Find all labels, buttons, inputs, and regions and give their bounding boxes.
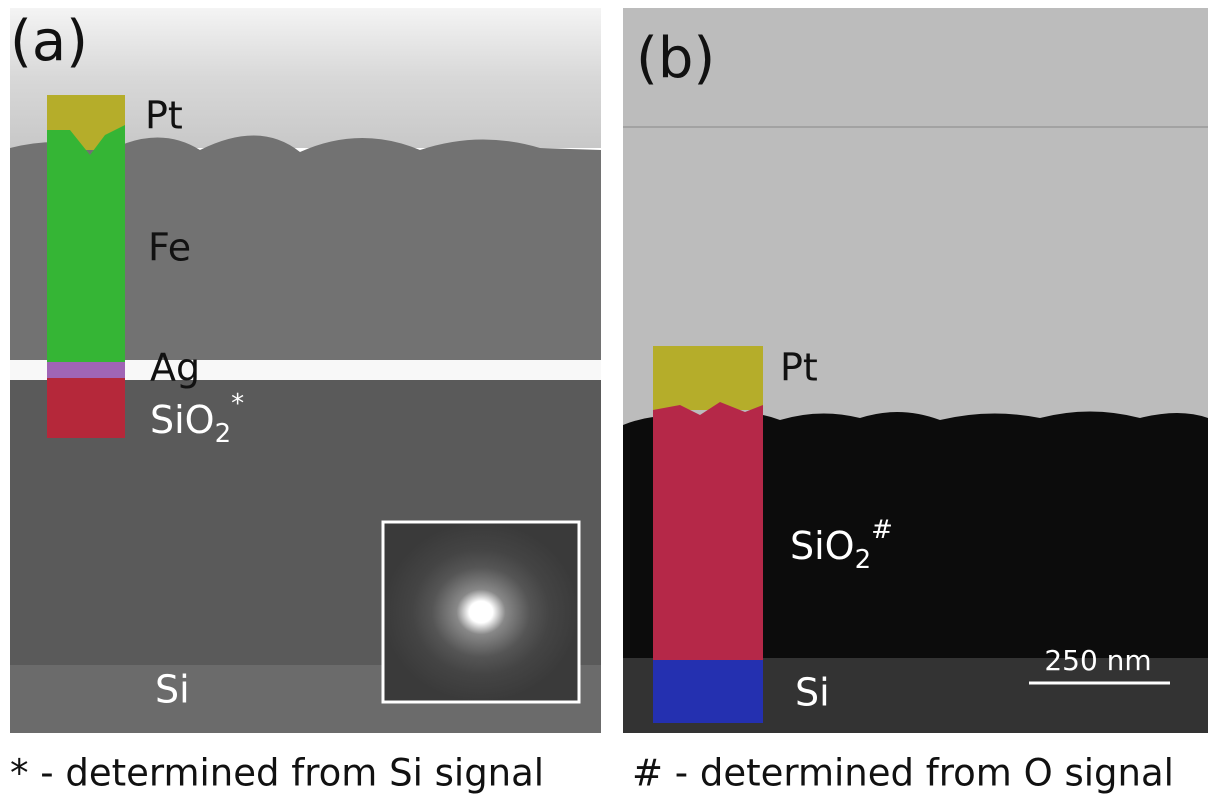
panel-tag: (b) [636, 26, 715, 91]
si-map [653, 660, 763, 723]
superscript: * [231, 389, 244, 419]
subscript: 2 [855, 545, 872, 575]
layer-label: Si [155, 668, 190, 712]
panel-a: (a) Pt Fe Ag SiO2* Si [10, 8, 601, 733]
subscript: 2 [215, 419, 232, 449]
diffraction-inset [383, 522, 579, 702]
panel-tag: (a) [10, 9, 88, 74]
footnote: # - determined from O signal [632, 752, 1174, 795]
superscript: # [871, 515, 893, 545]
ag-map [47, 362, 125, 378]
panel-b: (b) Pt SiO2# Si 250 nm [623, 8, 1208, 733]
scale-label: 250 nm [1044, 644, 1151, 677]
label-base: SiO [790, 524, 855, 568]
layer-label: Fe [148, 226, 191, 270]
label-base: SiO [150, 398, 215, 442]
layer-label: Ag [150, 346, 200, 390]
sio2-map [47, 378, 125, 438]
fe-map [47, 125, 125, 362]
layer-label: Si [795, 671, 830, 715]
page: {"panel_a": {"tag": "(a)", "layers": {"p… [0, 0, 1208, 796]
sio2-map [653, 402, 763, 660]
layer-label: Pt [145, 94, 183, 138]
figure: (a) Pt Fe Ag SiO2* Si (b) Pt SiO2# Si 25… [0, 0, 1208, 796]
pt-map [653, 346, 763, 410]
layer-label: Pt [780, 346, 818, 390]
footnote: * - determined from Si signal [10, 752, 544, 795]
